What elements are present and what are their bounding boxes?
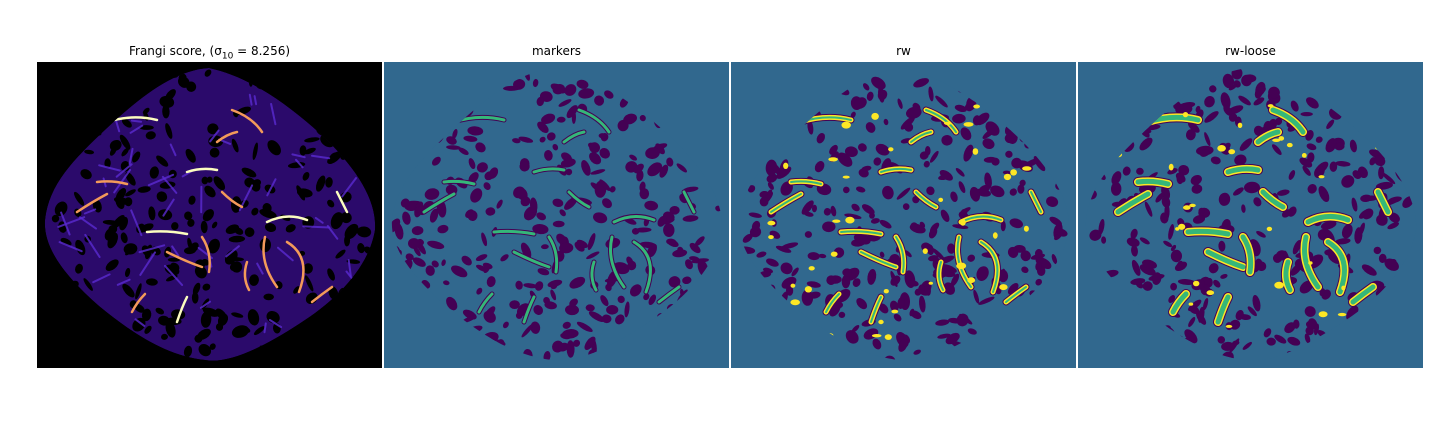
markers-image — [384, 62, 729, 368]
panel-title: rw-loose — [1225, 44, 1276, 58]
vessel-highlight — [230, 108, 264, 134]
marker-stroke — [547, 235, 559, 274]
marker-stroke — [612, 215, 656, 224]
panel-rw-loose: rw-loose — [1078, 40, 1423, 368]
marker-stroke — [477, 292, 494, 314]
marker-stroke — [492, 229, 536, 236]
vessel-highlight — [75, 192, 109, 214]
frangi-score-image — [37, 62, 382, 368]
marker-stroke — [590, 260, 598, 292]
vessel-highlight — [175, 295, 189, 324]
vessel-highlight — [243, 260, 251, 292]
vessel-highlight — [130, 292, 147, 314]
marker-stroke — [632, 240, 652, 294]
panel-frangi: Frangi score, (σ10 = 8.256) — [37, 40, 382, 368]
marker-stroke — [682, 190, 696, 214]
vessel-highlight — [335, 190, 349, 214]
vessel-highlight — [185, 167, 219, 174]
marker-stroke — [562, 130, 586, 144]
vessel-highlight — [215, 130, 239, 144]
panel-rw: rw — [731, 40, 1076, 368]
rw-loose-segmentation-image — [1078, 62, 1423, 368]
vessel-highlight — [145, 230, 189, 236]
tissue-region — [1085, 68, 1417, 361]
marker-stroke — [422, 192, 456, 214]
panel-title: rw — [896, 44, 911, 58]
vessel-highlight — [285, 240, 305, 294]
vessel-highlight — [262, 235, 279, 289]
marker-stroke — [577, 108, 611, 134]
panel-title: Frangi score, (σ10 = 8.256) — [128, 44, 291, 62]
marker-stroke — [567, 190, 591, 209]
vessel-highlight — [310, 285, 334, 304]
vessel-highlight — [95, 180, 129, 186]
marker-stroke — [532, 167, 566, 174]
marker-stroke — [442, 179, 476, 186]
marker-stroke — [522, 295, 536, 324]
rw-segmentation-image — [731, 62, 1076, 368]
vessel-highlight — [200, 235, 211, 274]
marker-stroke — [657, 285, 681, 304]
panel-markers: markers — [384, 40, 729, 368]
tissue-region — [738, 68, 1070, 361]
vessel-highlight — [265, 215, 309, 224]
vessel-highlight — [220, 190, 244, 209]
marker-stroke — [609, 235, 626, 289]
marker-stroke — [512, 250, 551, 269]
vessel-highlight — [165, 250, 204, 269]
panel-title: markers — [531, 44, 582, 58]
